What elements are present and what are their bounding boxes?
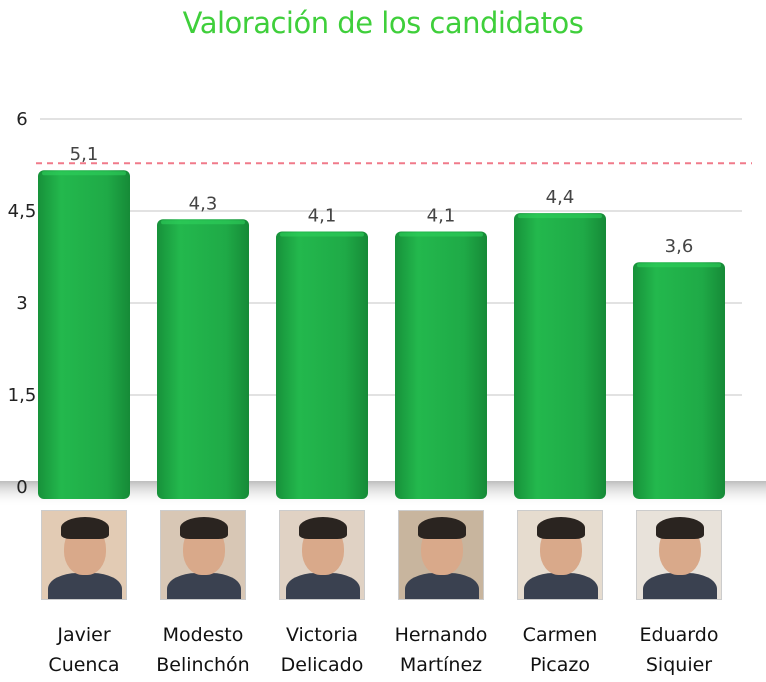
photo-torso [405, 573, 479, 599]
candidate-photo [41, 510, 127, 600]
candidate-last-name: Delicado [280, 654, 364, 676]
candidate-last-name: Belinchón [156, 654, 250, 676]
candidate-last-name: Martínez [399, 654, 483, 676]
value-label: 3,6 [665, 236, 694, 257]
candidate-photo [160, 510, 246, 600]
bar-highlight [399, 232, 483, 237]
value-label: 4,1 [308, 206, 337, 227]
x-tick-label: Hernando Martínez [376, 620, 506, 680]
candidate-first-name: Javier [57, 624, 111, 646]
y-tick-label: 0 [16, 477, 27, 498]
x-tick-label: Victoria Delicado [257, 620, 387, 680]
bar [395, 231, 487, 500]
value-label: 5,1 [70, 144, 99, 165]
photo-hair [61, 517, 109, 539]
value-labels: 5,1 4,3 4,1 4,1 4,4 3,6 [70, 144, 694, 257]
chart-title: Valoración de los candidatos [182, 6, 584, 40]
y-tick-label: 1,5 [8, 385, 37, 406]
value-label: 4,4 [546, 187, 575, 208]
bars [38, 170, 725, 500]
value-label: 4,3 [189, 193, 218, 214]
candidate-first-name: Eduardo [639, 624, 719, 646]
candidate-first-name: Modesto [162, 624, 244, 646]
photo-hair [418, 517, 466, 539]
bar-highlight [518, 214, 602, 219]
photo-hair [299, 517, 347, 539]
y-tick-label: 4,5 [8, 201, 37, 222]
photo-hair [180, 517, 228, 539]
bar [514, 213, 606, 499]
candidate-photo [398, 510, 484, 600]
candidate-first-name: Hernando [394, 624, 488, 646]
y-tick-label: 3 [16, 293, 27, 314]
candidate-first-name: Carmen [522, 624, 598, 646]
bar-highlight [280, 232, 364, 237]
x-tick-label: Modesto Belinchón [138, 620, 268, 680]
x-tick-label: Eduardo Siquier [614, 620, 744, 680]
photo-hair [537, 517, 585, 539]
candidate-first-name: Victoria [285, 624, 359, 646]
candidate-last-name: Cuenca [48, 654, 120, 676]
candidate-photo [517, 510, 603, 600]
bar [157, 219, 249, 499]
bar-highlight [161, 220, 245, 225]
candidate-last-name: Siquier [645, 654, 713, 676]
x-tick-label: Carmen Picazo [495, 620, 625, 680]
photo-hair [656, 517, 704, 539]
y-tick-label: 6 [16, 109, 27, 130]
bar [633, 262, 725, 499]
photo-torso [524, 573, 598, 599]
photo-torso [167, 573, 241, 599]
x-tick-label: Javier Cuenca [19, 620, 149, 680]
y-axis: 0 1,5 3 4,5 6 [8, 109, 37, 498]
candidate-last-name: Picazo [529, 654, 590, 676]
candidate-photo [636, 510, 722, 600]
photo-torso [643, 573, 717, 599]
photo-torso [48, 573, 122, 599]
bar-highlight [637, 263, 721, 268]
value-label: 4,1 [427, 206, 456, 227]
bar [276, 231, 368, 500]
candidate-photo [279, 510, 365, 600]
bar [38, 170, 130, 499]
photo-torso [286, 573, 360, 599]
bar-highlight [42, 171, 126, 176]
